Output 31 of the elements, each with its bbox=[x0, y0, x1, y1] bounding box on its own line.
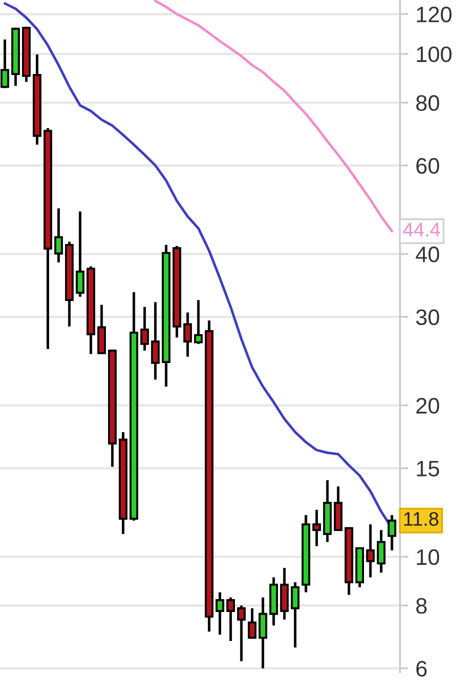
candlestick bbox=[376, 528, 386, 574]
candlestick bbox=[290, 580, 300, 649]
candlestick bbox=[388, 514, 396, 552]
candlestick bbox=[151, 300, 160, 381]
y-tick-label: 10 bbox=[416, 549, 440, 566]
candlestick bbox=[0, 38, 10, 90]
y-tick-label: 40 bbox=[416, 246, 440, 262]
candlestick bbox=[366, 523, 375, 579]
candlestick bbox=[312, 508, 321, 548]
y-tick-label: 120 bbox=[416, 6, 452, 22]
candlestick bbox=[226, 596, 235, 642]
candlestick bbox=[140, 306, 149, 352]
candlestick bbox=[76, 210, 84, 298]
data-label: 44.4 bbox=[403, 222, 440, 236]
y-tick-label: 20 bbox=[416, 398, 440, 414]
line-series bbox=[154, 0, 394, 232]
y-tick-label: 60 bbox=[416, 158, 440, 174]
candlestick bbox=[183, 311, 192, 358]
text: 11.8 bbox=[404, 512, 438, 526]
y-tick-label: 30 bbox=[416, 309, 440, 326]
y-tick-label: 8 bbox=[416, 598, 427, 614]
candlestick bbox=[258, 596, 268, 670]
y-tick-label: 80 bbox=[416, 95, 440, 111]
candlestick bbox=[216, 591, 224, 636]
y-tick-label: 6 bbox=[416, 660, 427, 677]
y-tick-label: 15 bbox=[416, 460, 440, 476]
y-tick-label: 100 bbox=[416, 46, 452, 62]
candlestick bbox=[194, 298, 203, 346]
candlestick bbox=[54, 207, 63, 264]
candlestick bbox=[237, 604, 246, 662]
candlestick bbox=[248, 607, 256, 640]
